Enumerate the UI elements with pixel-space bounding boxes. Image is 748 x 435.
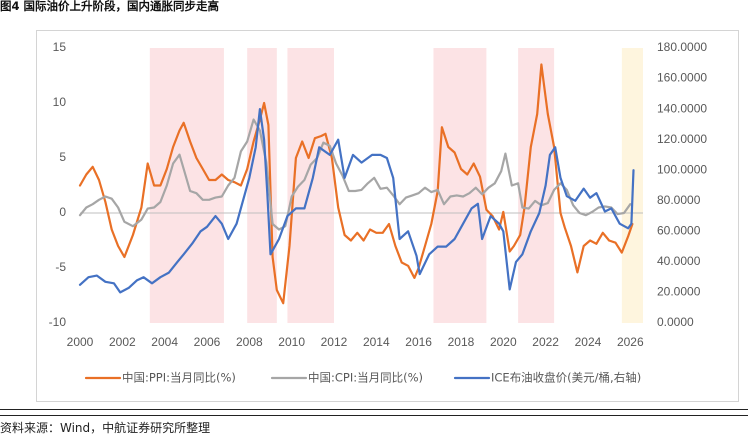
- right-tick-label: 140.0000: [657, 101, 707, 115]
- left-tick-label: -5: [55, 260, 66, 274]
- right-tick-label: 180.0000: [657, 40, 707, 54]
- x-tick-label: 2018: [448, 335, 475, 349]
- footer-rule-top: [0, 409, 748, 410]
- right-tick-label: 20.0000: [657, 285, 701, 299]
- chart-frame: [36, 30, 739, 402]
- right-tick-label: 100.0000: [657, 162, 707, 176]
- right-tick-label: 60.0000: [657, 224, 701, 238]
- x-tick-label: 2026: [617, 335, 644, 349]
- x-tick-label: 2024: [575, 335, 602, 349]
- left-axis-labels: -10 -5 0 5 10 15: [49, 40, 67, 329]
- x-tick-label: 2004: [151, 335, 178, 349]
- right-tick-label: 120.0000: [657, 132, 707, 146]
- oil-rise-band-2: [247, 48, 277, 323]
- left-tick-label: 10: [53, 95, 67, 109]
- legend: 中国:PPI:当月同比(%) 中国:CPI:当月同比(%) ICE布油收盘价(美元/…: [84, 371, 641, 385]
- x-tick-label: 2016: [405, 335, 432, 349]
- x-tick-label: 2014: [363, 335, 390, 349]
- x-axis-labels: 2000 2002 2004 2006 2008 2010 2012 2014 2016 2018…: [67, 335, 644, 349]
- x-tick-label: 2006: [194, 335, 221, 349]
- x-tick-label: 2022: [532, 335, 559, 349]
- x-tick-label: 2008: [236, 335, 263, 349]
- footer-rule-bottom: [0, 415, 748, 416]
- series-lines: [78, 63, 635, 305]
- series-line-1: [78, 63, 634, 305]
- right-axis-labels: 0.0000 20.0000 40.0000 60.0000 80.0000 100.00…: [657, 40, 707, 329]
- x-tick-label: 2000: [67, 335, 94, 349]
- oil-rise-band-4: [433, 48, 487, 323]
- oil-rise-band-5: [518, 48, 555, 323]
- right-tick-label: 0.0000: [657, 315, 694, 329]
- right-tick-label: 80.0000: [657, 193, 701, 207]
- right-tick-label: 160.0000: [657, 71, 707, 85]
- source-note: 资料来源：Wind，中航证券研究所整理: [0, 421, 211, 435]
- x-tick-label: 2002: [109, 335, 136, 349]
- x-tick-label: 2010: [278, 335, 305, 349]
- left-tick-label: -10: [49, 315, 67, 329]
- oil-rise-bands: [149, 48, 643, 323]
- right-tick-label: 40.0000: [657, 254, 701, 268]
- left-tick-label: 15: [53, 40, 67, 54]
- x-tick-label: 2012: [321, 335, 348, 349]
- series-line-2: [78, 118, 632, 231]
- legend-label-3: ICE布油收盘价(美元/桶,右轴): [491, 371, 641, 385]
- left-tick-label: 5: [59, 150, 66, 164]
- x-tick-label: 2020: [490, 335, 517, 349]
- figure-title: 图4 国际油价上升阶段，国内通胀同步走高: [0, 0, 220, 13]
- legend-label-1: 中国:PPI:当月同比(%): [122, 371, 236, 385]
- series-line-3: [78, 108, 635, 294]
- legend-label-2: 中国:CPI:当月同比(%): [308, 371, 423, 385]
- left-tick-label: 0: [59, 205, 66, 219]
